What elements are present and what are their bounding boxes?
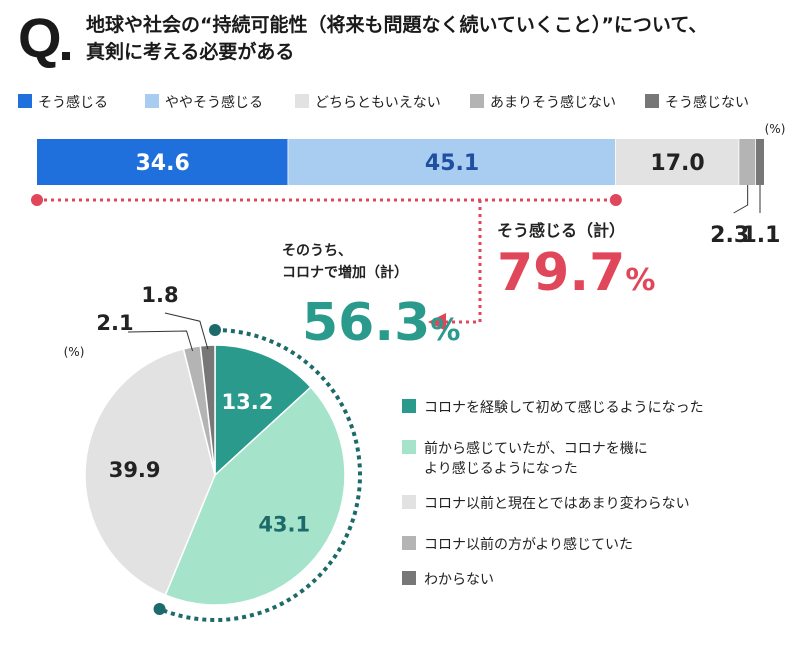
bar-legend-label-3: あまりそう感じない	[490, 94, 616, 111]
increase-value: 56.3%	[302, 293, 460, 353]
sum-label: そう感じる（計）	[497, 221, 625, 240]
increase-value-percent: %	[430, 313, 460, 348]
pie-legend-label-1-0: 前から感じていたが、コロナを機に	[424, 440, 648, 457]
bar-legend: そう感じる ややそう感じる どちらともいえない あまりそう感じない そう感じない (%)	[18, 94, 785, 136]
pie-slice-1	[164, 386, 346, 606]
sum-value: 79.7%	[497, 243, 655, 303]
pie-legend-swatch-2	[402, 495, 416, 509]
bar-legend-swatch-2	[295, 94, 309, 108]
pie-chart: 13.2 43.1 39.9 2.1 1.8 (%)	[64, 283, 362, 622]
pie-legend-label-1-1: より感じるようになった	[424, 460, 578, 477]
pie-legend: コロナを経験して初めて感じるようになった前から感じていたが、コロナを機により感じ…	[402, 399, 704, 588]
sum-value-percent: %	[625, 263, 655, 298]
question-line-1: 地球や社会の“持続可能性（将来も問題なく続いていくこと）”について、	[86, 14, 708, 36]
bar-legend-label-2: どちらともいえない	[315, 95, 441, 111]
bar-legend-label-0: そう感じる	[38, 94, 108, 111]
pie-value-label-1: 43.1	[258, 512, 310, 536]
pie-legend-label-0-0: コロナを経験して初めて感じるようになった	[424, 399, 704, 416]
bar-unit-label: (%)	[765, 122, 786, 136]
bar-value-label-2: 17.0	[650, 151, 704, 176]
bar-segment-3	[739, 139, 757, 185]
bar-segment-0	[37, 139, 289, 185]
bar-value-label-0: 34.6	[136, 151, 190, 176]
pie-value-label-0: 13.2	[222, 390, 274, 414]
bar-value-label-4: 1.1	[742, 223, 781, 248]
pie-legend-label-2-0: コロナ以前と現在とではあまり変わらない	[424, 495, 690, 512]
pie-slice-0	[214, 344, 312, 477]
pie-slice-2	[84, 347, 216, 597]
bar-legend-label-1: ややそう感じる	[165, 94, 263, 111]
sum-arrow-head	[428, 313, 446, 331]
bar-segment-2	[615, 139, 740, 185]
increase-value-number: 56.3	[302, 293, 430, 353]
pie-legend-swatch-0	[402, 399, 416, 413]
increase-label-line-2: コロナで増加（計）	[282, 264, 408, 281]
pie-value-label-4: 1.8	[141, 283, 178, 307]
pie-leader-line-3	[127, 330, 194, 352]
bar-legend-label-4: そう感じない	[665, 94, 749, 111]
pie-slice-4	[199, 344, 216, 476]
bar-legend-swatch-1	[145, 94, 159, 108]
increase-label-line-1: そのうち、	[282, 243, 352, 259]
question-dot	[62, 52, 70, 60]
bar-value-label-1: 45.1	[425, 151, 479, 176]
sum-arrow-line	[445, 200, 482, 324]
bar-value-label-3: 2.3	[710, 223, 749, 248]
pie-value-label-3: 2.1	[96, 311, 133, 335]
bar-legend-swatch-0	[18, 94, 32, 108]
pie-legend-swatch-3	[402, 536, 416, 550]
bar-legend-swatch-3	[470, 94, 484, 108]
annotations: そう感じる（計） 79.7% そのうち、コロナで増加（計） 56.3%	[31, 194, 655, 353]
pie-legend-swatch-4	[402, 571, 416, 585]
sum-value-number: 79.7	[497, 243, 625, 303]
pie-leader-line-4	[164, 312, 209, 350]
pie-legend-swatch-1	[402, 440, 416, 454]
increase-dotted-arc	[158, 328, 362, 622]
pie-legend-label-4-0: わからない	[424, 572, 494, 588]
question-line-2: 真剣に考える必要がある	[86, 41, 295, 63]
sum-bracket-start-dot	[31, 194, 43, 206]
bar-segment-1	[288, 139, 616, 185]
bar-segment-4	[756, 139, 764, 185]
pie-unit-label: (%)	[64, 345, 85, 359]
bar-legend-swatch-4	[645, 94, 659, 108]
increase-arc-end-dot	[153, 602, 166, 615]
stacked-bar-chart: 34.6 45.1 17.0 2.31.1	[37, 139, 780, 248]
pie-legend-label-3-0: コロナ以前の方がより感じていた	[424, 536, 633, 553]
bar-leader-line-3	[733, 185, 749, 214]
question-mark-letter: Q	[18, 6, 62, 69]
question-text: 地球や社会の“持続可能性（将来も問題なく続いていくこと）”について、 真剣に考え…	[86, 12, 796, 66]
increase-arc-start-dot	[209, 324, 221, 336]
pie-value-label-2: 39.9	[109, 458, 161, 482]
sum-bracket-end-dot	[609, 194, 622, 206]
